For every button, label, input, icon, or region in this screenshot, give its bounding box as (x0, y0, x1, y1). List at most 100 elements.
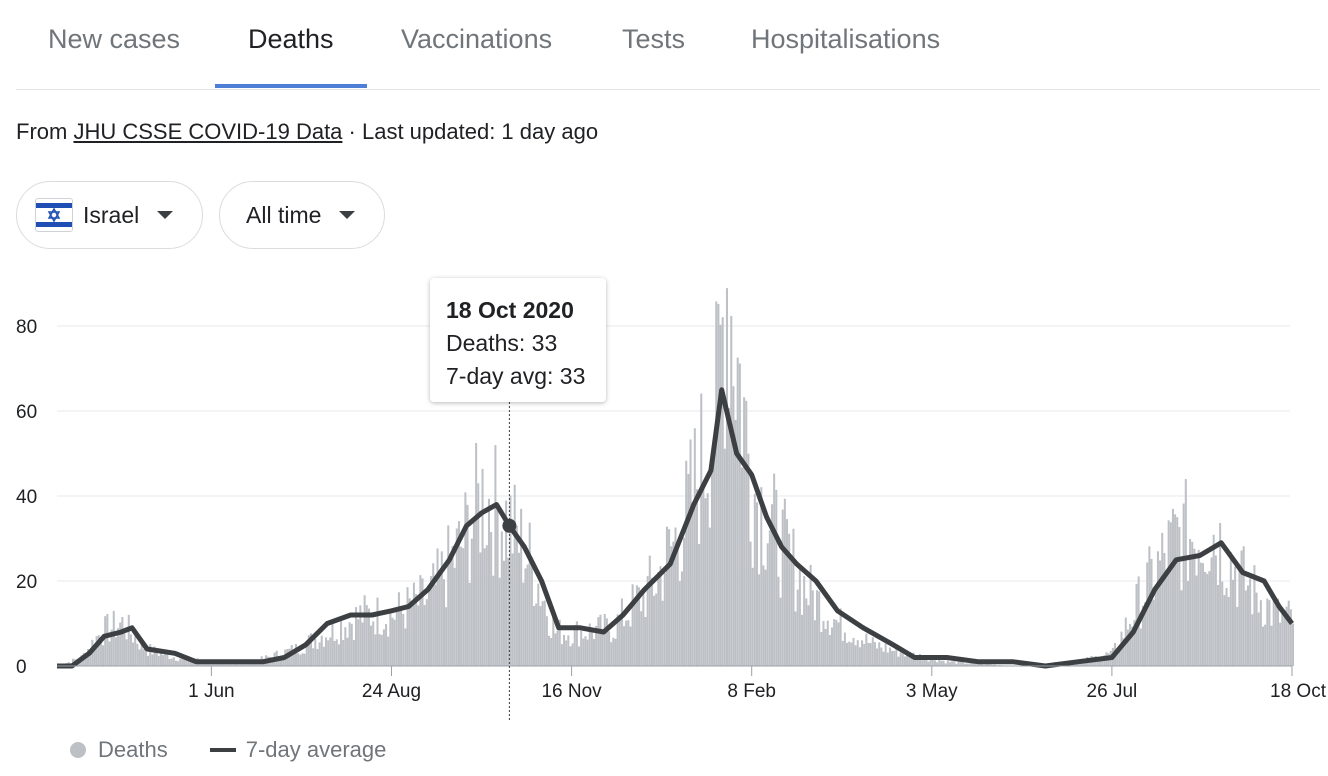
deaths-bar (764, 569, 767, 666)
deaths-bar (325, 637, 328, 666)
deaths-bar (1144, 602, 1147, 666)
x-tick-label: 24 Aug (362, 681, 421, 702)
deaths-bar (867, 642, 870, 666)
deaths-bar (798, 568, 801, 666)
deaths-bar (314, 638, 317, 666)
deaths-bar (781, 509, 784, 666)
deaths-bar (1189, 538, 1192, 666)
deaths-bar (565, 640, 568, 666)
deaths-bar (792, 528, 795, 666)
deaths-bar (496, 510, 499, 666)
deaths-bar (174, 660, 177, 666)
deaths-bar (1251, 614, 1254, 666)
deaths-bar (1126, 629, 1129, 666)
deaths-bar (1266, 598, 1269, 666)
deaths-bar (876, 648, 879, 666)
deaths-bar (745, 400, 748, 666)
tab-deaths[interactable]: Deaths (248, 24, 334, 54)
deaths-bar (87, 649, 90, 666)
deaths-bar (706, 493, 709, 666)
deaths-bar (1257, 612, 1260, 666)
tooltip-avg: 7-day avg: 33 (446, 363, 586, 389)
deaths-bar (104, 616, 107, 666)
deaths-bar (526, 564, 529, 666)
deaths-bar (824, 628, 827, 666)
deaths-bar (299, 654, 302, 666)
deaths-bar (1261, 626, 1265, 666)
deaths-bar (1231, 579, 1235, 666)
deaths-bar (490, 531, 493, 666)
deaths-bar (614, 638, 617, 666)
chevron-down-icon (339, 211, 356, 219)
deaths-bar (758, 574, 761, 666)
deaths-bar (983, 664, 986, 666)
deaths-bar (209, 662, 212, 666)
deaths-bar (142, 649, 145, 666)
deaths-bar (1244, 590, 1247, 666)
deaths-bar (970, 662, 973, 666)
deaths-bar (132, 642, 135, 666)
deaths-bar (976, 663, 979, 666)
deaths-bar (897, 656, 900, 666)
deaths-bar (940, 660, 943, 666)
deaths-bar (106, 613, 109, 666)
x-tick-label: 8 Feb (727, 681, 776, 702)
tooltip-date: 18 Oct 2020 (446, 297, 574, 323)
tab-tests[interactable]: Tests (622, 24, 686, 54)
deaths-bar (447, 525, 450, 666)
tab-hospitalisations[interactable]: Hospitalisations (751, 24, 941, 54)
deaths-bar (1139, 628, 1142, 666)
deaths-bar (183, 657, 186, 666)
time-range-selector[interactable]: All time (219, 181, 385, 249)
deaths-bar (779, 597, 782, 666)
deaths-bar (127, 614, 130, 666)
deaths-bar (991, 664, 994, 666)
deaths-bar (294, 643, 298, 666)
deaths-bar (882, 651, 885, 666)
deaths-bar (801, 614, 804, 666)
deaths-bar (931, 657, 934, 666)
deaths-bar (472, 520, 475, 666)
deaths-bar (1214, 555, 1217, 666)
deaths-bar (672, 541, 675, 666)
deaths-bar (886, 652, 889, 666)
deaths-bar (1077, 663, 1080, 666)
source-link[interactable]: JHU CSSE COVID-19 Data (73, 119, 343, 144)
deaths-bar (125, 639, 128, 666)
tab-vaccinations[interactable]: Vaccinations (401, 24, 553, 54)
chart-axes: 0 20 40 60 80 1 Jun 24 Aug 16 Nov 8 Feb 3 May 26 J… (16, 317, 1327, 702)
deaths-bar (1195, 575, 1198, 666)
deaths-bar (451, 546, 454, 666)
location-selector[interactable]: Israel (16, 181, 203, 249)
deaths-bar (1159, 560, 1162, 666)
x-tick-label: 16 Nov (541, 681, 602, 702)
deaths-bar (588, 623, 591, 666)
deaths-bar (702, 485, 705, 666)
deaths-bar (560, 644, 563, 666)
deaths-bar (816, 590, 819, 666)
deaths-bar (914, 659, 917, 666)
deaths-bar (1212, 534, 1215, 666)
deaths-bar (854, 645, 857, 666)
deaths-bar (785, 519, 789, 666)
deaths-bar (552, 617, 555, 666)
deaths-bar (777, 576, 780, 666)
deaths-bar (719, 324, 722, 666)
deaths-bar (1283, 613, 1286, 666)
deaths-chart[interactable]: 0 20 40 60 80 1 Jun 24 Aug 16 Nov 8 Feb 3 May 26 J… (0, 270, 1328, 725)
deaths-bar (578, 646, 581, 666)
deaths-bar (831, 627, 834, 666)
deaths-bar (640, 611, 643, 666)
deaths-bar (944, 663, 947, 666)
deaths-bar (187, 660, 190, 666)
deaths-bar (1268, 600, 1271, 666)
deaths-bar (119, 622, 122, 666)
avg-legend-swatch (209, 748, 236, 752)
tab-new-cases[interactable]: New cases (48, 24, 181, 54)
deaths-bar (404, 628, 407, 666)
deaths-bar (303, 653, 306, 666)
deaths-bar (571, 643, 574, 666)
deaths-bar (1174, 514, 1177, 666)
deaths-bar (828, 635, 831, 666)
deaths-bar (1292, 623, 1295, 666)
